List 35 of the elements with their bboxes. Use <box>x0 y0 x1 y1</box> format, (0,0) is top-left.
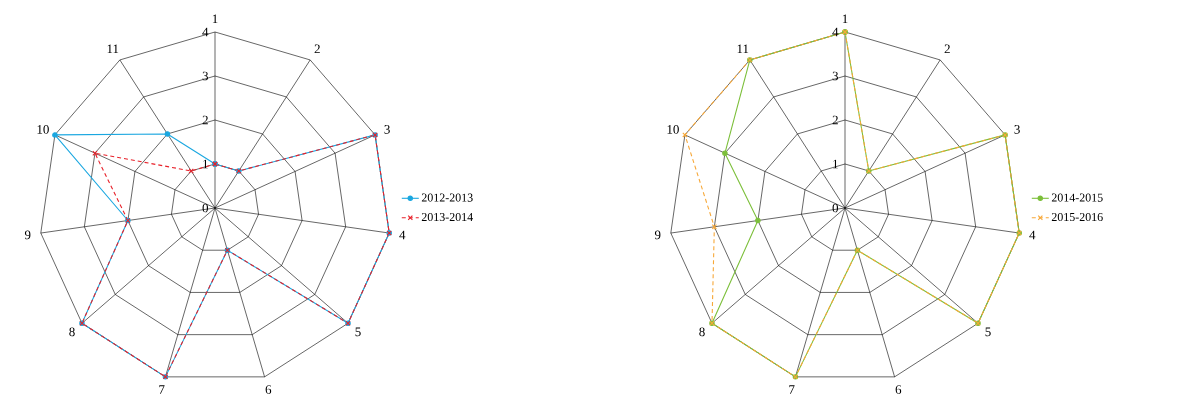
spoke-label: 3 <box>1014 125 1020 134</box>
y-tick-label: 0 <box>202 203 209 213</box>
legend-label: 2015-2016 <box>1051 212 1103 222</box>
y-tick-label: 4 <box>202 27 209 37</box>
spoke-label: 11 <box>737 44 749 54</box>
spoke-label: 5 <box>985 327 991 337</box>
y-tick-label: 3 <box>832 71 839 81</box>
y-tick-label: 1 <box>833 159 838 169</box>
spoke-label: 2 <box>944 44 950 54</box>
spoke-label: 7 <box>789 385 795 394</box>
legend-label: 2012-2013 <box>421 193 473 202</box>
legend-label: 2014-2015 <box>1051 193 1103 202</box>
spoke-label: 9 <box>24 230 31 240</box>
y-tick-label: 2 <box>832 115 838 125</box>
spoke-label: 1 <box>842 14 848 24</box>
spoke-label: 8 <box>699 327 705 337</box>
spoke-label: 3 <box>384 125 390 134</box>
spoke-label: 6 <box>895 385 902 394</box>
spoke-label: 1 <box>212 14 218 24</box>
y-tick-label: 0 <box>832 203 839 213</box>
spoke-label: 8 <box>69 327 75 337</box>
y-tick-label: 1 <box>203 159 208 169</box>
y-tick-label: 3 <box>202 71 209 81</box>
y-tick-label: 2 <box>202 115 208 125</box>
spoke-label: 10 <box>37 125 49 134</box>
spoke-label: 11 <box>107 44 119 54</box>
spoke-label: 2 <box>314 44 320 54</box>
spoke-label: 10 <box>667 125 679 134</box>
spoke-label: 4 <box>399 230 406 240</box>
spoke-label: 5 <box>355 327 361 337</box>
spoke-label: 9 <box>654 230 661 240</box>
spoke-label: 4 <box>1029 230 1036 240</box>
spoke-label: 6 <box>265 385 272 394</box>
spoke-label: 7 <box>159 385 165 394</box>
legend-label: 2013-2014 <box>421 212 473 222</box>
